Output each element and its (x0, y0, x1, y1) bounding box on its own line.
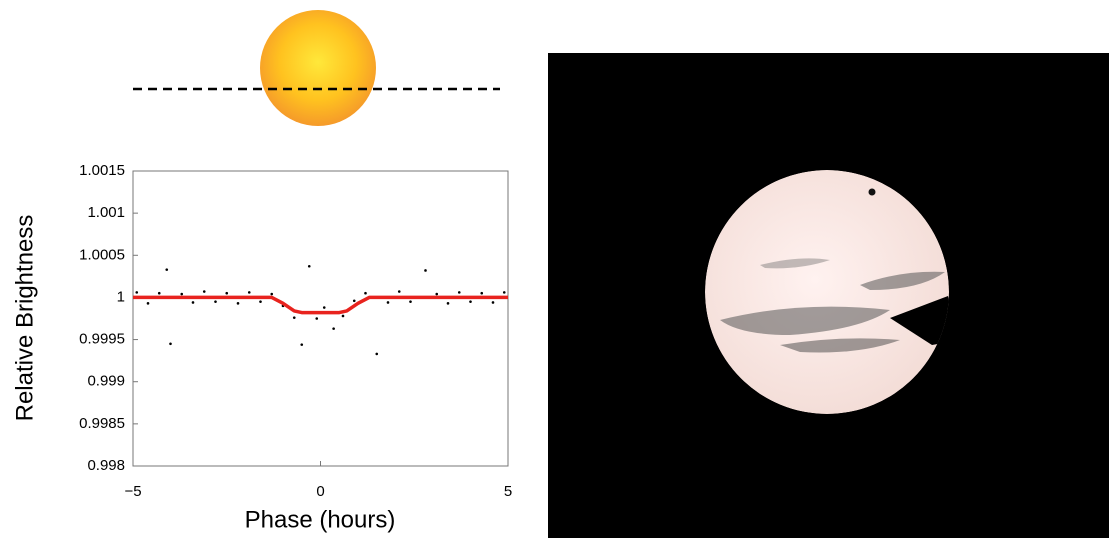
x-tick-label: 0 (316, 483, 324, 500)
data-point (158, 292, 161, 295)
data-point (398, 290, 401, 293)
y-axis-label: Relative Brightness (11, 215, 38, 422)
data-point (435, 293, 438, 296)
data-point (364, 292, 367, 295)
data-point (492, 301, 495, 304)
data-point (169, 342, 172, 345)
data-point (447, 302, 450, 305)
data-point (424, 269, 427, 272)
data-point (375, 353, 378, 356)
data-point (293, 316, 296, 319)
data-point (469, 300, 472, 303)
data-point (180, 293, 183, 296)
data-point (248, 291, 251, 294)
data-point (259, 300, 262, 303)
data-point (237, 302, 240, 305)
y-tick-label: 1 (117, 288, 125, 305)
data-point (315, 317, 318, 320)
data-point (214, 300, 217, 303)
data-point (300, 343, 303, 346)
plot-frame (133, 171, 508, 466)
y-tick-label: 0.9985 (79, 415, 125, 432)
moon-shadow (869, 189, 876, 196)
data-point (353, 300, 356, 303)
data-point (225, 292, 228, 295)
y-tick-label: 0.9995 (79, 331, 125, 348)
model-line (133, 297, 508, 312)
data-point (409, 300, 412, 303)
data-point (203, 290, 206, 293)
data-point (323, 306, 326, 309)
data-point (135, 291, 138, 294)
y-tick-label: 0.998 (87, 457, 125, 474)
page: Phase (hours) Relative Brightness 1.0015… (0, 0, 1109, 538)
data-point (480, 292, 483, 295)
star-illustration (260, 10, 376, 126)
data-point (165, 268, 168, 271)
data-point (270, 293, 273, 296)
data-point (332, 327, 335, 330)
y-tick-label: 1.0015 (79, 162, 125, 179)
y-tick-label: 1.001 (87, 204, 125, 221)
data-point (503, 291, 506, 294)
data-point (147, 302, 150, 305)
x-tick-label: 5 (504, 483, 512, 500)
x-tick-label: −5 (124, 483, 141, 500)
data-point (192, 301, 195, 304)
data-point (308, 265, 311, 268)
y-tick-label: 0.999 (87, 373, 125, 390)
y-tick-label: 1.0005 (79, 246, 125, 263)
data-point (458, 291, 461, 294)
x-axis-label: Phase (hours) (245, 506, 396, 533)
data-point (387, 301, 390, 304)
data-point (342, 315, 345, 318)
